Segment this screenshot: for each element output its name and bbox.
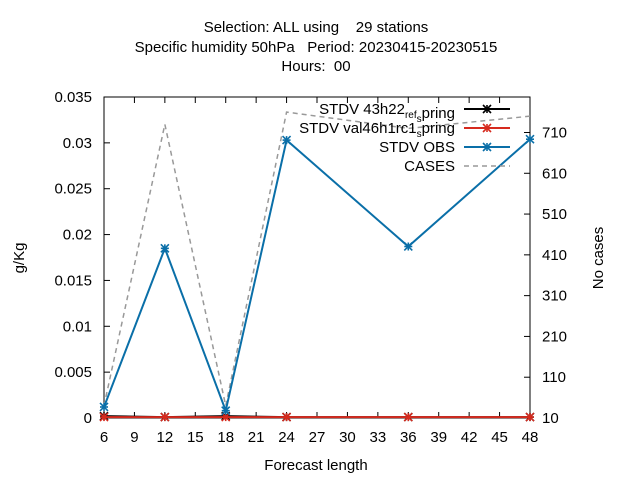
x-tick-label: 30 xyxy=(339,429,356,446)
legend-label-cases: CASES xyxy=(404,158,455,175)
series-point-stdv-val46h1rc1-spring xyxy=(160,412,170,422)
y-tick-label: 0.01 xyxy=(63,318,92,335)
x-tick-label: 39 xyxy=(430,429,447,446)
legend-marker-stdv-43h22-ref-spring xyxy=(482,104,492,114)
y2-tick-label: 310 xyxy=(542,288,567,305)
series-point-stdv-obs xyxy=(160,243,170,253)
x-axis-label: Forecast length xyxy=(264,457,367,474)
series-layer xyxy=(99,111,535,422)
axes: 6 9 12 15 18 21 24 27 30 33 36 39 42 45 48 0 0.005 0.01 0.… xyxy=(54,89,567,446)
series-point-stdv-obs xyxy=(221,406,231,416)
y2-tick-label: 710 xyxy=(542,124,567,141)
y-tick-label: 0.035 xyxy=(54,89,92,106)
series-point-stdv-val46h1rc1-spring xyxy=(525,412,535,422)
x-tick-label: 27 xyxy=(309,429,326,446)
y-tick-label: 0.02 xyxy=(63,227,92,244)
x-tick-label: 12 xyxy=(157,429,174,446)
y-tick-label: 0.025 xyxy=(54,181,92,198)
x-tick-label: 33 xyxy=(370,429,387,446)
y2-tick-label: 10 xyxy=(542,410,559,427)
y2-tick-label: 610 xyxy=(542,165,567,182)
x-tick-label: 45 xyxy=(491,429,508,446)
series-point-stdv-obs xyxy=(403,241,413,252)
y2-tick-label: 210 xyxy=(542,328,567,345)
legend-label-stdv-val46h1rc1-spring: STDV val46h1rc1spring xyxy=(299,120,455,140)
x-tick-label: 36 xyxy=(400,429,417,446)
y-tick-label: 0.015 xyxy=(54,272,92,289)
x-tick-label: 24 xyxy=(278,429,295,446)
x-tick-label: 6 xyxy=(100,429,108,446)
series-line-stdv-obs xyxy=(103,138,531,415)
y2-tick-label: 110 xyxy=(542,369,566,386)
x-tick-label: 21 xyxy=(248,429,265,446)
y2-axis-label: No cases xyxy=(590,227,607,290)
series-point-stdv-val46h1rc1-spring xyxy=(99,412,109,422)
series-point-stdv-val46h1rc1-spring xyxy=(403,412,413,422)
x-tick-label: 9 xyxy=(130,429,138,446)
series-line-cases xyxy=(103,111,531,406)
x-tick-label: 42 xyxy=(461,429,478,446)
title-line-1: Selection: ALL using 29 stations xyxy=(204,19,429,36)
x-tick-label: 15 xyxy=(187,429,204,446)
series-point-stdv-obs xyxy=(282,135,292,145)
x-tick-label: 18 xyxy=(217,429,234,446)
legend-label-stdv-obs: STDV OBS xyxy=(379,139,455,156)
y2-tick-label: 510 xyxy=(542,206,567,223)
y-tick-label: 0.005 xyxy=(54,364,92,381)
title-line-2: Specific humidity 50hPa Period: 20230415… xyxy=(135,39,498,56)
legend-label-stdv-43h22-ref-spring: STDV 43h22refspring xyxy=(319,101,455,125)
legend-marker-stdv-val46h1rc1-spring xyxy=(482,123,492,133)
series-point-stdv-val46h1rc1-spring xyxy=(282,412,292,422)
y-axis-label: g/Kg xyxy=(11,243,28,274)
y-tick-label: 0.03 xyxy=(63,135,92,152)
chart-title: Selection: ALL using 29 stations Specifi… xyxy=(135,19,498,75)
title-line-3: Hours: 00 xyxy=(281,58,350,75)
x-tick-label: 48 xyxy=(522,429,539,446)
y-tick-label: 0 xyxy=(84,410,92,427)
series-point-stdv-obs xyxy=(99,402,109,412)
y2-tick-label: 410 xyxy=(542,247,567,264)
series-point-stdv-obs xyxy=(525,134,535,144)
legend-marker-stdv-obs xyxy=(482,142,492,152)
